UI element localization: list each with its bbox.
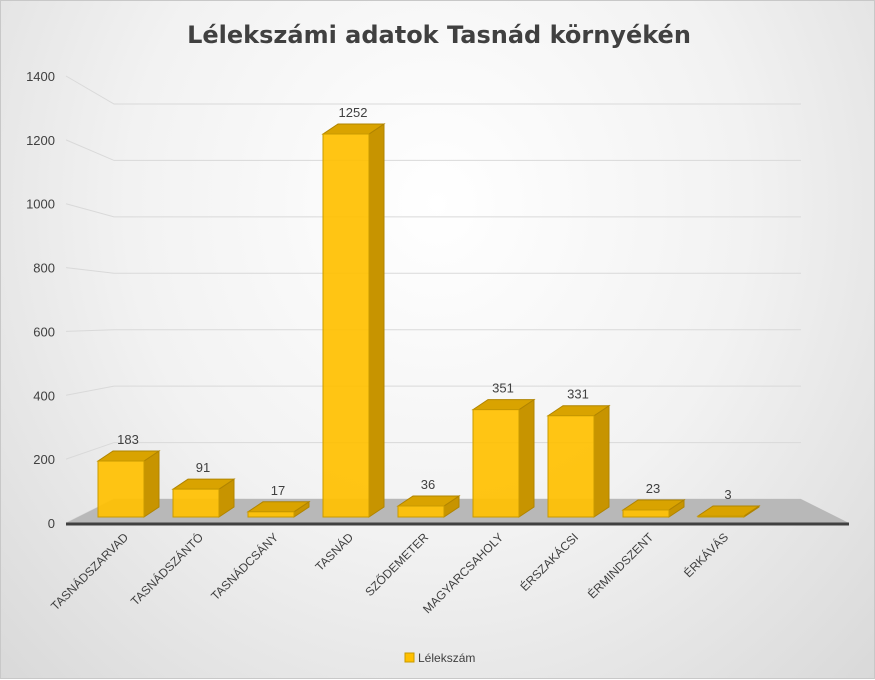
bar bbox=[471, 398, 536, 518]
y-tick-label: 400 bbox=[33, 388, 55, 403]
gridline bbox=[65, 329, 801, 332]
y-tick-label: 200 bbox=[33, 452, 55, 467]
y-tick-label: 1400 bbox=[26, 69, 55, 84]
gridline bbox=[65, 267, 801, 274]
bar-front bbox=[622, 509, 670, 518]
bar bbox=[546, 404, 611, 518]
bar-front bbox=[322, 133, 370, 518]
bar-front bbox=[472, 409, 520, 518]
bar-side bbox=[593, 404, 610, 518]
gridline bbox=[65, 75, 801, 105]
bar bbox=[696, 505, 761, 518]
bar bbox=[396, 495, 461, 518]
gridline bbox=[65, 139, 801, 161]
x-tick-label: TASNÁDSZÁNTÓ bbox=[127, 530, 206, 609]
x-tick-label: ÉRMINDSZENT bbox=[584, 529, 656, 601]
y-tick-label: 800 bbox=[33, 261, 55, 276]
gridline bbox=[65, 385, 801, 396]
y-tick-label: 1200 bbox=[26, 133, 55, 148]
gridline bbox=[65, 203, 801, 218]
bar bbox=[171, 478, 236, 518]
chart-title: Lélekszámi adatok Tasnád környékén bbox=[187, 21, 691, 49]
x-tick-label: MAGYARCSAHOLY bbox=[420, 530, 506, 616]
x-tick-label: TASNÁD bbox=[312, 529, 357, 574]
bar-front bbox=[547, 415, 595, 518]
data-label: 91 bbox=[196, 460, 210, 475]
x-tick-label: TASNÁDCSÁNY bbox=[207, 530, 281, 604]
y-tick-label: 0 bbox=[48, 516, 55, 531]
y-tick-label: 600 bbox=[33, 324, 55, 339]
legend-swatch bbox=[404, 652, 415, 663]
bar-front bbox=[172, 488, 220, 518]
gridline bbox=[65, 442, 801, 460]
data-label: 351 bbox=[492, 381, 514, 396]
bar-front bbox=[97, 460, 145, 518]
bar-side bbox=[143, 450, 160, 518]
bar-side bbox=[368, 123, 385, 518]
x-tick-label: ÉRSZAKÁCSI bbox=[517, 530, 581, 594]
bar-front bbox=[697, 515, 745, 518]
bar bbox=[321, 123, 386, 518]
data-label: 36 bbox=[421, 477, 435, 492]
x-tick-label: ÉRKÁVÁS bbox=[680, 530, 731, 581]
bar bbox=[246, 500, 311, 518]
data-label: 3 bbox=[724, 487, 731, 502]
bar-front bbox=[397, 505, 445, 518]
legend-label: Lélekszám bbox=[418, 651, 475, 665]
bar bbox=[96, 450, 161, 518]
bar-side bbox=[518, 398, 535, 518]
y-tick-label: 1000 bbox=[26, 197, 55, 212]
data-label: 331 bbox=[567, 387, 589, 402]
data-label: 183 bbox=[117, 432, 139, 447]
x-tick-label: SZŐDEMETER bbox=[362, 529, 432, 599]
data-label: 17 bbox=[271, 483, 285, 498]
data-label: 23 bbox=[646, 481, 660, 496]
bar bbox=[621, 499, 686, 518]
bar-front bbox=[247, 511, 295, 518]
data-label: 1252 bbox=[339, 105, 368, 120]
legend: Lélekszám bbox=[404, 651, 475, 665]
x-tick-label: TASNÁDSZARVAD bbox=[47, 529, 131, 613]
